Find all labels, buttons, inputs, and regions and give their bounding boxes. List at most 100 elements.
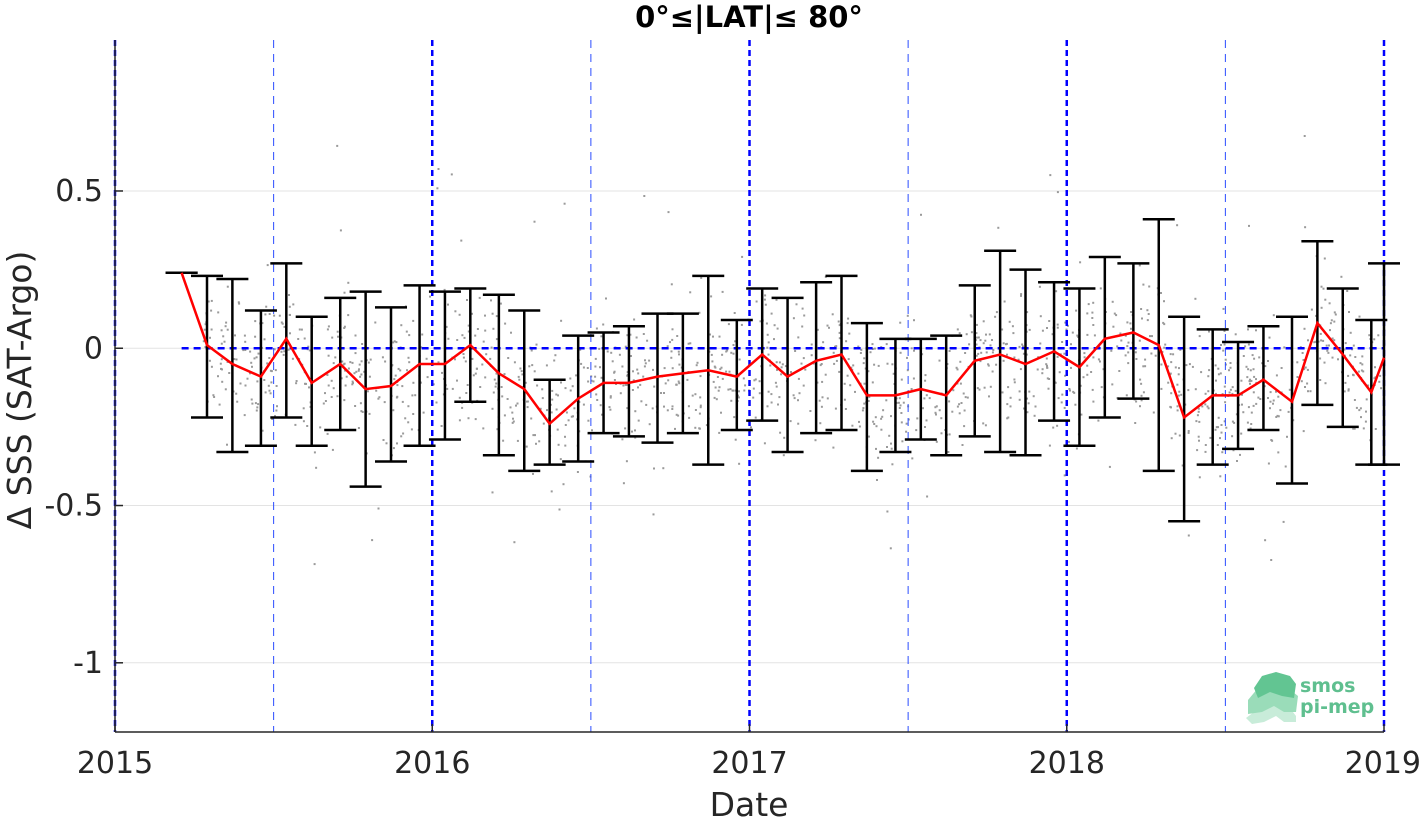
scatter-point <box>899 404 902 407</box>
scatter-point <box>224 325 227 328</box>
scatter-point <box>474 372 477 375</box>
scatter-point <box>1056 323 1059 326</box>
scatter-point <box>383 401 386 404</box>
scatter-point <box>1006 417 1009 420</box>
scatter-point <box>1330 319 1333 322</box>
scatter-point <box>1091 311 1094 314</box>
scatter-point <box>1232 449 1235 452</box>
scatter-point <box>570 415 573 418</box>
scatter-point <box>1255 402 1258 405</box>
scatter-point <box>646 339 649 342</box>
scatter-point <box>938 409 941 412</box>
scatter-point <box>700 276 703 279</box>
scatter-point <box>490 346 493 349</box>
scatter-point <box>288 305 291 308</box>
scatter-point <box>857 372 860 375</box>
scatter-point <box>985 333 987 336</box>
scatter-point <box>1307 390 1309 393</box>
scatter-point <box>360 373 363 376</box>
scatter-point <box>1222 349 1225 352</box>
scatter-point <box>400 324 403 327</box>
scatter-point <box>255 409 258 412</box>
scatter-point <box>1170 406 1172 409</box>
scatter-point <box>1075 309 1078 312</box>
scatter-point <box>775 298 778 301</box>
scatter-point <box>890 447 893 450</box>
scatter-point <box>1246 376 1249 379</box>
scatter-point <box>755 300 758 303</box>
scatter-point <box>889 547 892 550</box>
scatter-point <box>886 362 889 365</box>
scatter-point <box>302 407 305 410</box>
scatter-point <box>420 346 423 349</box>
scatter-point <box>355 370 358 373</box>
scatter-point <box>234 334 236 337</box>
scatter-point <box>313 563 316 566</box>
scatter-point <box>1092 324 1095 326</box>
scatter-point <box>1219 372 1222 375</box>
scatter-point <box>1056 191 1059 194</box>
scatter-point <box>354 405 357 407</box>
scatter-point <box>1208 369 1211 372</box>
scatter-point <box>780 366 783 369</box>
scatter-point <box>832 351 835 354</box>
scatter-point <box>1275 390 1277 393</box>
scatter-point <box>451 387 454 390</box>
scatter-point <box>867 370 870 373</box>
scatter-point <box>1313 341 1316 344</box>
scatter-point <box>666 345 669 348</box>
scatter-point <box>1223 330 1226 332</box>
scatter-point <box>1127 351 1130 354</box>
scatter-point <box>818 399 821 402</box>
scatter-point <box>1303 135 1306 137</box>
scatter-point <box>1026 311 1029 314</box>
scatter-point <box>911 457 914 460</box>
scatter-point <box>955 366 958 369</box>
scatter-point <box>1071 331 1074 334</box>
scatter-point <box>1147 313 1150 315</box>
scatter-point <box>361 343 364 345</box>
scatter-point <box>1149 335 1151 338</box>
scatter-point <box>1025 353 1028 356</box>
scatter-point <box>1257 396 1260 399</box>
scatter-point <box>472 374 475 377</box>
scatter-point <box>991 339 993 341</box>
scatter-point <box>1087 303 1090 306</box>
scatter-point <box>1047 387 1050 390</box>
scatter-point <box>988 333 991 336</box>
scatter-point <box>849 384 852 387</box>
scatter-point <box>759 320 762 323</box>
scatter-point <box>407 421 410 424</box>
scatter-point <box>1021 343 1024 346</box>
scatter-point <box>1209 436 1212 439</box>
scatter-point <box>1142 365 1145 368</box>
scatter-point <box>880 428 883 431</box>
scatter-point <box>432 383 435 386</box>
scatter-point <box>1150 352 1153 355</box>
scatter-point <box>367 361 370 364</box>
logo-icon <box>1246 672 1298 724</box>
scatter-point <box>1174 432 1177 435</box>
scatter-point <box>924 379 927 382</box>
scatter-point <box>254 335 257 338</box>
scatter-point <box>738 358 741 361</box>
smos-pi-mep-logo: smos pi-mep <box>1246 672 1374 724</box>
scatter-point <box>699 396 702 399</box>
scatter-point <box>1002 342 1005 345</box>
scatter-point <box>344 384 347 387</box>
chart-title: 0°≤|LAT|≤ 80° <box>635 0 863 34</box>
scatter-point <box>816 381 819 384</box>
scatter-point <box>1091 388 1094 391</box>
scatter-point <box>1223 420 1226 423</box>
scatter-point <box>1036 368 1039 371</box>
scatter-point <box>1208 330 1210 333</box>
scatter-point <box>643 195 646 197</box>
scatter-point <box>1322 339 1325 342</box>
scatter-point <box>1244 345 1247 348</box>
scatter-point <box>1163 300 1165 303</box>
scatter-point <box>1063 406 1066 409</box>
scatter-point <box>609 408 612 411</box>
scatter-point <box>901 440 904 443</box>
scatter-point <box>563 202 566 205</box>
scatter-point <box>1070 366 1072 369</box>
